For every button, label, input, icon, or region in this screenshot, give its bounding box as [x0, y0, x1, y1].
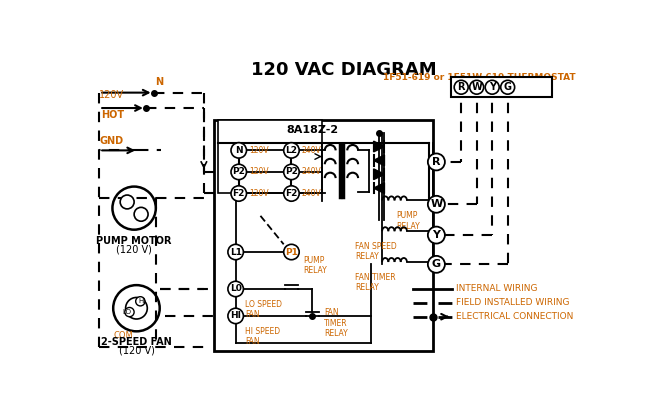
Circle shape	[428, 227, 445, 243]
Text: P2: P2	[232, 168, 245, 176]
Text: 1F51-619 or 1F51W-619 THERMOSTAT: 1F51-619 or 1F51W-619 THERMOSTAT	[383, 73, 576, 83]
Circle shape	[283, 164, 299, 180]
Circle shape	[134, 207, 148, 221]
Bar	[451, 77, 552, 97]
Text: 2-SPEED FAN: 2-SPEED FAN	[101, 337, 172, 347]
Circle shape	[428, 256, 445, 273]
Circle shape	[231, 164, 247, 180]
Bar	[218, 119, 322, 193]
Circle shape	[428, 196, 445, 213]
Circle shape	[485, 80, 499, 94]
Circle shape	[470, 80, 484, 94]
Text: G: G	[431, 259, 441, 269]
Text: LO: LO	[123, 309, 131, 315]
Text: 8A18Z-2: 8A18Z-2	[286, 125, 338, 135]
Circle shape	[120, 195, 134, 209]
Text: 120V: 120V	[99, 91, 125, 100]
Circle shape	[231, 143, 247, 158]
Circle shape	[428, 153, 445, 171]
Text: 240V: 240V	[302, 146, 322, 155]
Text: INTERNAL WIRING: INTERNAL WIRING	[456, 285, 537, 293]
Text: 120V: 120V	[249, 189, 269, 198]
Text: R: R	[432, 157, 441, 167]
Text: 120 VAC DIAGRAM: 120 VAC DIAGRAM	[251, 61, 436, 79]
Polygon shape	[374, 155, 385, 166]
Text: W: W	[471, 82, 482, 92]
Text: FIELD INSTALLED WIRING: FIELD INSTALLED WIRING	[456, 298, 570, 308]
Polygon shape	[374, 169, 385, 180]
Text: PUMP
RELAY: PUMP RELAY	[396, 211, 420, 230]
Text: 120V: 120V	[249, 146, 269, 155]
Text: F2: F2	[232, 189, 245, 198]
Text: (120 V): (120 V)	[119, 346, 154, 356]
Circle shape	[135, 297, 145, 306]
Text: HI: HI	[138, 298, 145, 304]
Text: LO SPEED
FAN: LO SPEED FAN	[245, 300, 282, 319]
Circle shape	[228, 308, 243, 323]
Text: W: W	[430, 199, 442, 209]
Circle shape	[283, 143, 299, 158]
Polygon shape	[374, 183, 385, 194]
Text: L2: L2	[285, 146, 297, 155]
Text: Y: Y	[488, 82, 496, 92]
Text: 240V: 240V	[302, 168, 322, 176]
Circle shape	[454, 80, 468, 94]
Text: L0: L0	[230, 285, 242, 293]
Text: HOT: HOT	[100, 110, 124, 120]
Circle shape	[125, 308, 134, 317]
Circle shape	[500, 80, 515, 94]
Text: P2: P2	[285, 168, 298, 176]
Text: FAN SPEED
RELAY: FAN SPEED RELAY	[355, 242, 397, 261]
Text: G: G	[504, 82, 512, 92]
Text: PUMP
RELAY: PUMP RELAY	[303, 256, 327, 275]
Text: P1: P1	[285, 248, 298, 256]
Text: HI SPEED
FAN: HI SPEED FAN	[245, 327, 280, 346]
Circle shape	[125, 297, 147, 319]
Bar	[214, 119, 433, 351]
Circle shape	[231, 186, 247, 201]
Text: 120V: 120V	[249, 168, 269, 176]
Text: L1: L1	[230, 248, 242, 256]
Circle shape	[113, 285, 159, 331]
Text: F2: F2	[285, 189, 297, 198]
Text: Y: Y	[432, 230, 440, 240]
Circle shape	[228, 281, 243, 297]
Text: R: R	[458, 82, 465, 92]
Circle shape	[113, 186, 156, 230]
Text: N: N	[235, 146, 243, 155]
Text: ELECTRICAL CONNECTION: ELECTRICAL CONNECTION	[456, 312, 573, 321]
Polygon shape	[374, 141, 385, 152]
Circle shape	[283, 244, 299, 260]
Circle shape	[228, 244, 243, 260]
Text: GND: GND	[99, 136, 123, 146]
Text: N: N	[155, 77, 163, 87]
Text: 240V: 240V	[302, 189, 322, 198]
Text: HI: HI	[230, 311, 241, 321]
Text: PUMP MOTOR: PUMP MOTOR	[96, 236, 172, 246]
Text: FAN
TIMER
RELAY: FAN TIMER RELAY	[324, 308, 348, 338]
Text: COM: COM	[113, 331, 133, 340]
Text: (120 V): (120 V)	[116, 244, 152, 254]
Text: FAN TIMER
RELAY: FAN TIMER RELAY	[355, 273, 395, 292]
Circle shape	[283, 186, 299, 201]
